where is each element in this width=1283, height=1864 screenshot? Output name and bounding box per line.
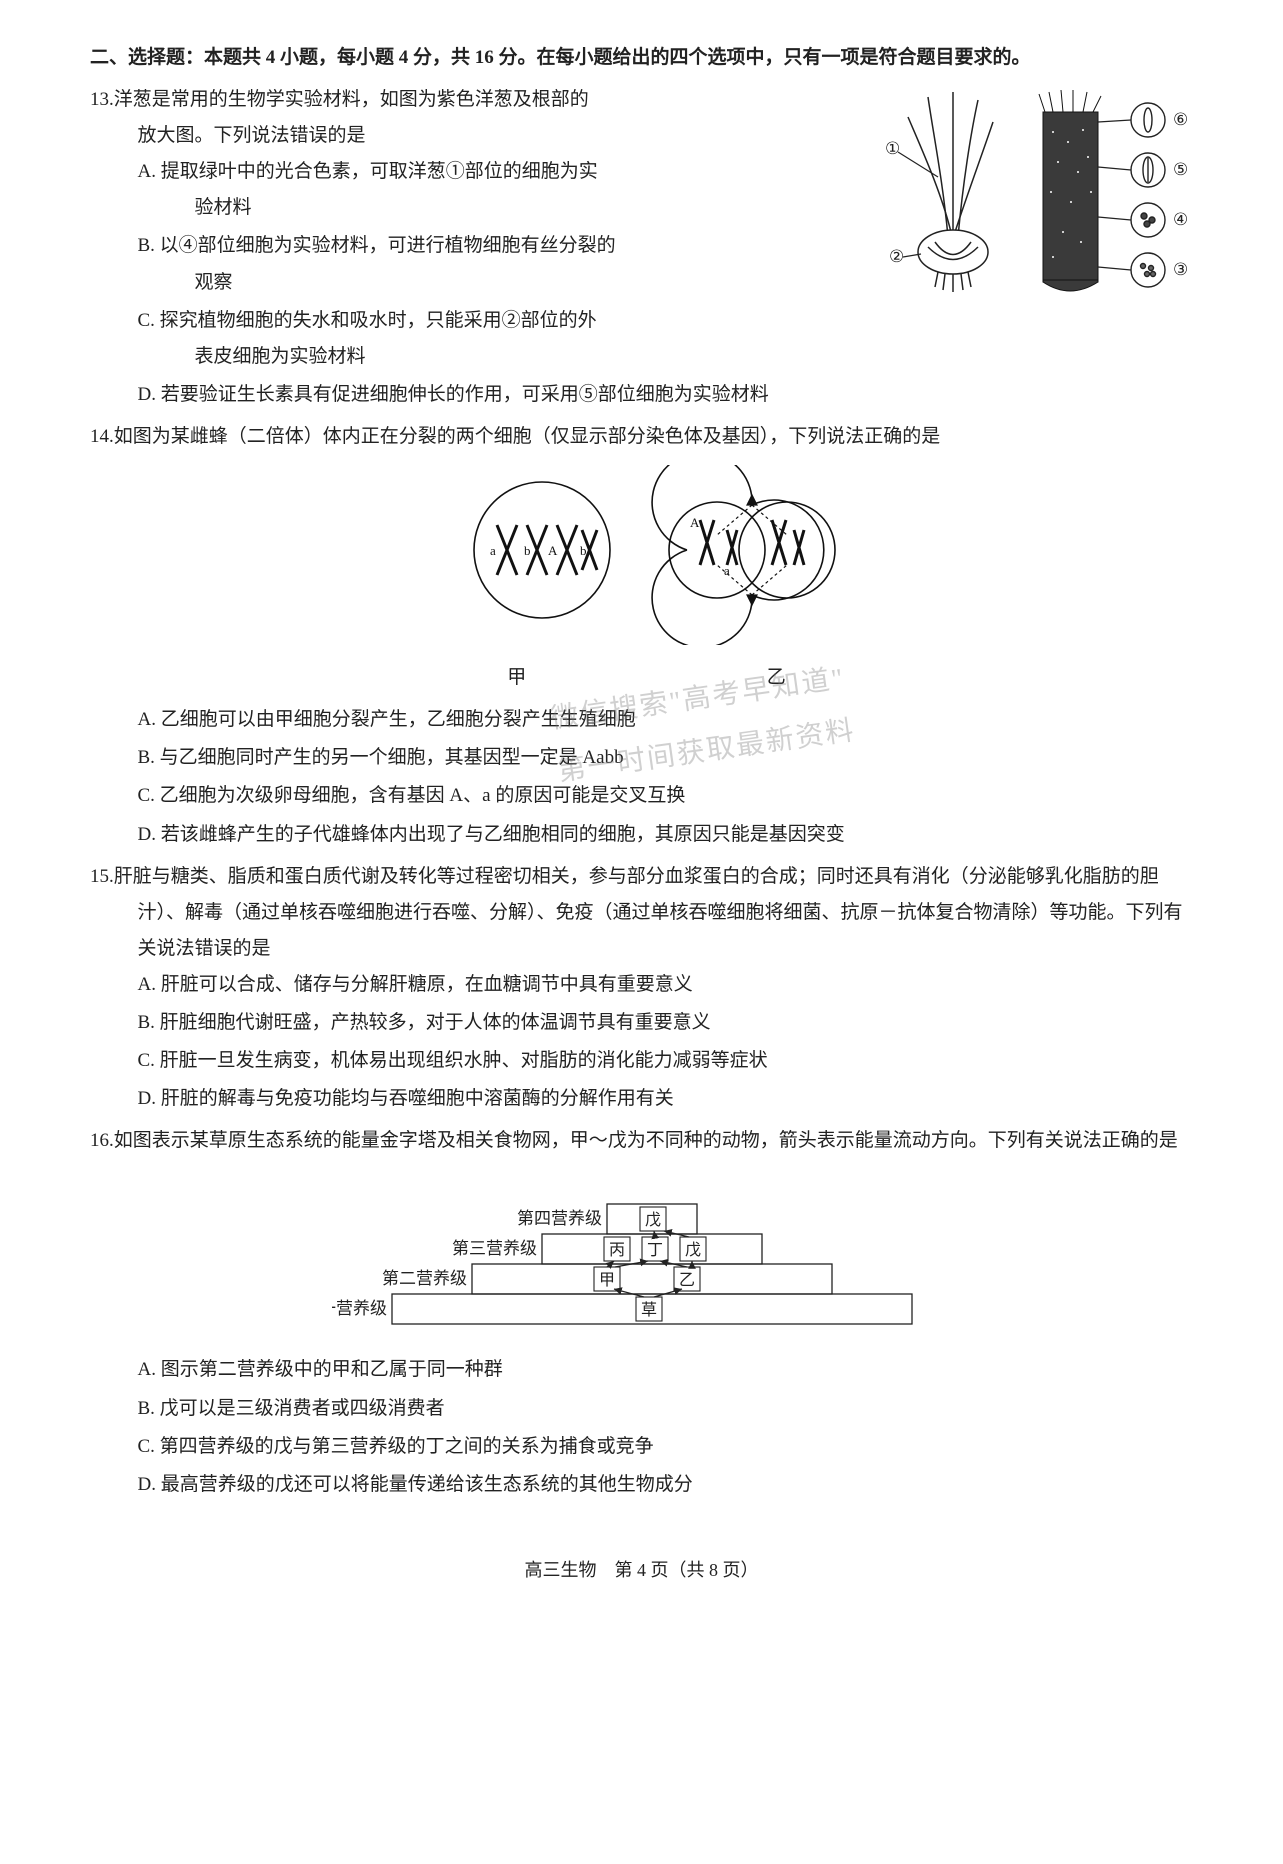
svg-text:A: A [690, 515, 700, 530]
q13-stem-line1: 洋葱是常用的生物学实验材料，如图为紫色洋葱及根部的 [114, 89, 589, 110]
q16-stem-text: 如图表示某草原生态系统的能量金字塔及相关食物网，甲～戊为不同种的动物，箭头表示能… [114, 1130, 1178, 1151]
q16-option-b: B. 戊可以是三级消费者或四级消费者 [138, 1391, 1194, 1427]
question-15: 15.肝脏与糖类、脂质和蛋白质代谢及转化等过程密切相关，参与部分血浆蛋白的合成；… [90, 859, 1193, 1118]
q15-option-a: A. 肝脏可以合成、储存与分解肝糖原，在血糖调节中具有重要意义 [138, 967, 1194, 1003]
q13-stem-line2: 放大图。下列说法错误的是 [138, 118, 774, 154]
svg-text:b: b [524, 543, 531, 558]
q15-number: 15. [90, 866, 114, 887]
svg-text:丙: 丙 [608, 1242, 624, 1259]
svg-text:草: 草 [640, 1301, 656, 1319]
svg-text:A: A [548, 543, 558, 558]
q13-options: A. 提取绿叶中的光合色素，可取洋葱①部位的细胞为实 验材料 B. 以④部位细胞… [90, 154, 774, 413]
q13-label-1: ① [885, 139, 900, 158]
q15-stem-text: 肝脏与糖类、脂质和蛋白质代谢及转化等过程密切相关，参与部分血浆蛋白的合成；同时还… [114, 866, 1183, 959]
q13-stem: 13.洋葱是常用的生物学实验材料，如图为紫色洋葱及根部的 放大图。下列说法错误的… [90, 82, 774, 154]
q13-number: 13. [90, 89, 114, 110]
svg-text:乙: 乙 [678, 1272, 694, 1289]
q13-b-line2: 观察 [166, 265, 233, 301]
q14-label-jia: 甲 [432, 660, 602, 696]
q14-stem-text: 如图为某雌蜂（二倍体）体内正在分裂的两个细胞（仅显示部分染色体及基因），下列说法… [114, 426, 941, 447]
q16-level3: 第三营养级 [452, 1239, 537, 1258]
q16-figure: 第一营养级 第二营养级 第三营养级 第四营养级 草 甲 乙 丙 丁 戊 戊 [90, 1169, 1193, 1342]
q14-option-d: D. 若该雌蜂产生的子代雄蜂体内出现了与乙细胞相同的细胞，其原因只能是基因突变 [138, 817, 1194, 853]
q13-label-6: ⑥ [1173, 110, 1188, 129]
q13-figure: ① ② ⑥ ⑤ ④ ③ [853, 82, 1193, 312]
q16-level2: 第二营养级 [382, 1269, 467, 1288]
q15-options: A. 肝脏可以合成、储存与分解肝糖原，在血糖调节中具有重要意义 B. 肝脏细胞代… [90, 967, 1193, 1117]
question-14: 14.如图为某雌蜂（二倍体）体内正在分裂的两个细胞（仅显示部分染色体及基因），下… [90, 419, 1193, 853]
q13-label-4: ④ [1173, 210, 1188, 229]
svg-text:a: a [490, 543, 496, 558]
q15-option-b: B. 肝脏细胞代谢旺盛，产热较多，对于人体的体温调节具有重要意义 [138, 1005, 1194, 1041]
q13-a-line1: A. 提取绿叶中的光合色素，可取洋葱①部位的细胞为实 [138, 161, 598, 182]
q16-option-c: C. 第四营养级的戊与第三营养级的丁之间的关系为捕食或竞争 [138, 1429, 1194, 1465]
svg-text:a: a [724, 563, 730, 578]
section-header: 二、选择题：本题共 4 小题，每小题 4 分，共 16 分。在每小题给出的四个选… [138, 40, 1194, 76]
q14-label-yi: 乙 [701, 660, 851, 696]
svg-text:b: b [580, 543, 587, 558]
svg-text:戊: 戊 [644, 1211, 660, 1229]
q14-number: 14. [90, 426, 114, 447]
q14-option-a: A. 乙细胞可以由甲细胞分裂产生，乙细胞分裂产生生殖细胞 [138, 702, 1194, 738]
q13-label-3: ③ [1173, 260, 1188, 279]
q13-c-line1: C. 探究植物细胞的失水和吸水时，只能采用②部位的外 [138, 310, 597, 331]
q14-options: A. 乙细胞可以由甲细胞分裂产生，乙细胞分裂产生生殖细胞 B. 与乙细胞同时产生… [90, 702, 1193, 852]
svg-text:戊: 戊 [684, 1241, 700, 1259]
q13-b-line1: B. 以④部位细胞为实验材料，可进行植物细胞有丝分裂的 [138, 235, 616, 256]
q14-option-c: C. 乙细胞为次级卵母细胞，含有基因 A、a 的原因可能是交叉互换 [138, 778, 1194, 814]
q16-option-a: A. 图示第二营养级中的甲和乙属于同一种群 [138, 1352, 1194, 1388]
q13-c-line2: 表皮细胞为实验材料 [166, 339, 366, 375]
question-16: 16.如图表示某草原生态系统的能量金字塔及相关食物网，甲～戊为不同种的动物，箭头… [90, 1123, 1193, 1503]
page-footer: 高三生物 第 4 页（共 8 页） [90, 1553, 1193, 1587]
q13-label-2: ② [889, 247, 904, 266]
q16-options: A. 图示第二营养级中的甲和乙属于同一种群 B. 戊可以是三级消费者或四级消费者… [90, 1352, 1193, 1502]
q14-sublabels: 甲 乙 [90, 660, 1193, 696]
q16-level4: 第四营养级 [517, 1209, 602, 1228]
q13-option-d: D. 若要验证生长素具有促进细胞伸长的作用，可采用⑤部位细胞为实验材料 [138, 377, 774, 413]
q13-option-a: A. 提取绿叶中的光合色素，可取洋葱①部位的细胞为实 验材料 [138, 154, 774, 226]
q15-option-d: D. 肝脏的解毒与免疫功能均与吞噬细胞中溶菌酶的分解作用有关 [138, 1081, 1194, 1117]
svg-text:甲: 甲 [598, 1272, 614, 1289]
q16-level1: 第一营养级 [332, 1299, 387, 1318]
q13-label-5: ⑤ [1173, 160, 1188, 179]
q15-option-c: C. 肝脏一旦发生病变，机体易出现组织水肿、对脂肪的消化能力减弱等症状 [138, 1043, 1194, 1079]
q13-option-b: B. 以④部位细胞为实验材料，可进行植物细胞有丝分裂的 观察 [138, 228, 774, 300]
q15-stem: 15.肝脏与糖类、脂质和蛋白质代谢及转化等过程密切相关，参与部分血浆蛋白的合成；… [90, 859, 1193, 967]
q13-option-c: C. 探究植物细胞的失水和吸水时，只能采用②部位的外 表皮细胞为实验材料 [138, 303, 774, 375]
q16-stem: 16.如图表示某草原生态系统的能量金字塔及相关食物网，甲～戊为不同种的动物，箭头… [90, 1123, 1193, 1159]
q14-option-b: B. 与乙细胞同时产生的另一个细胞，其基因型一定是 Aabb [138, 740, 1194, 776]
q16-number: 16. [90, 1130, 114, 1151]
svg-text:丁: 丁 [646, 1242, 662, 1259]
question-13: 13.洋葱是常用的生物学实验材料，如图为紫色洋葱及根部的 放大图。下列说法错误的… [90, 82, 1193, 413]
q14-stem: 14.如图为某雌蜂（二倍体）体内正在分裂的两个细胞（仅显示部分染色体及基因），下… [90, 419, 1193, 455]
q13-a-line2: 验材料 [166, 190, 252, 226]
q14-figure: a b A b A a [90, 465, 1193, 658]
q16-option-d: D. 最高营养级的戊还可以将能量传递给该生态系统的其他生物成分 [138, 1467, 1194, 1503]
